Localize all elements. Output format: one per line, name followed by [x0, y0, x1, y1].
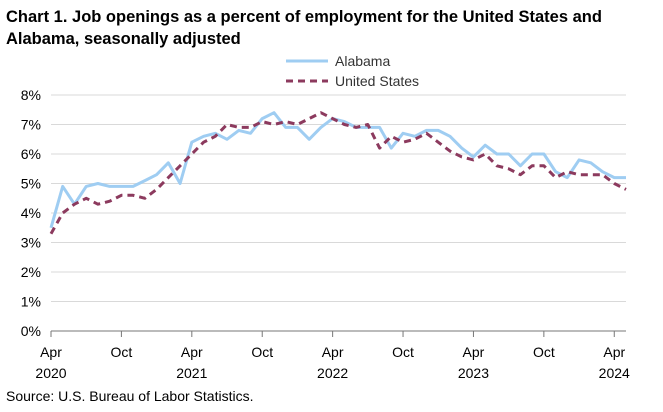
x-tick-year: 2021 [176, 365, 207, 381]
y-tick-label: 5% [21, 176, 41, 192]
y-tick-label: 0% [21, 323, 41, 339]
x-tick-month: Apr [603, 344, 625, 360]
gridlines [51, 94, 626, 332]
y-axis-tick-labels: 0% 1% 2% 3% 4% 5% 6% 7% 8% [21, 87, 41, 339]
legend-label: Alabama [335, 53, 390, 69]
x-tick-month: Apr [40, 344, 62, 360]
series-lines [49, 111, 627, 235]
x-tick-month: Oct [111, 344, 133, 360]
x-tick-year: 2020 [35, 365, 66, 381]
chart-title: Chart 1. Job openings as a percent of em… [6, 8, 602, 48]
y-tick-label: 3% [21, 235, 41, 251]
y-tick-label: 6% [21, 146, 41, 162]
y-tick-label: 8% [21, 87, 41, 103]
source-note: Source: U.S. Bureau of Labor Statistics. [6, 388, 254, 404]
legend-label: United States [335, 73, 419, 89]
y-tick-label: 7% [21, 117, 41, 133]
series-line-alabama [49, 111, 626, 229]
x-tick-month: Oct [251, 344, 273, 360]
x-tick-month: Oct [392, 344, 414, 360]
y-tick-label: 4% [21, 205, 41, 221]
y-tick-label: 1% [21, 294, 41, 310]
y-tick-label: 2% [21, 264, 41, 280]
series-line-united-states [49, 111, 627, 235]
x-axis: Apr 2020 Oct Apr 2021 Oct Apr 2022 Oct Apr 2023 Oct… [35, 331, 630, 381]
x-tick-year: 2022 [317, 365, 348, 381]
x-tick-month: Apr [463, 344, 485, 360]
x-tick-year: 2024 [599, 365, 630, 381]
x-tick-month: Apr [322, 344, 344, 360]
x-tick-year: 2023 [458, 365, 489, 381]
x-tick-month: Apr [181, 344, 203, 360]
legend: Alabama United States [286, 53, 419, 89]
x-tick-month: Oct [533, 344, 555, 360]
